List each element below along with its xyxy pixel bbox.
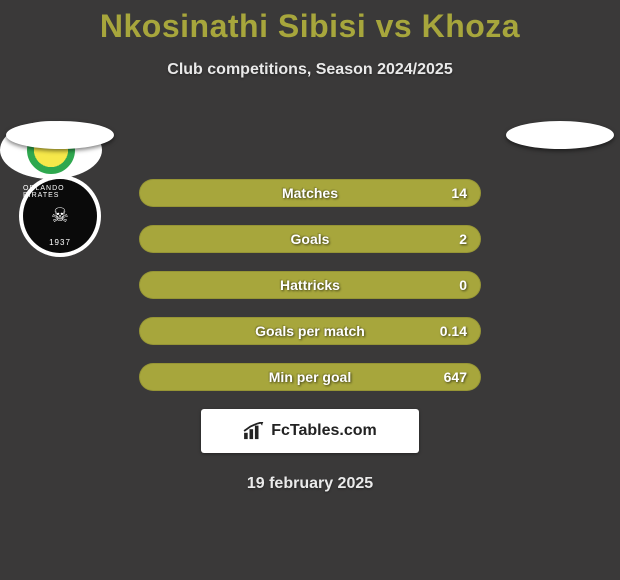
team-oval-right	[506, 121, 614, 149]
stats-rows: Matches 14 Goals 2 Hattricks 0 Goals per…	[139, 179, 481, 391]
crest-top-text: ORLANDO PIRATES	[23, 185, 97, 199]
stat-label: Matches	[282, 185, 338, 201]
stat-row-goals: Goals 2	[139, 225, 481, 253]
subtitle: Club competitions, Season 2024/2025	[0, 61, 620, 79]
bar-chart-icon	[243, 422, 265, 440]
stat-row-goals-per-match: Goals per match 0.14	[139, 317, 481, 345]
page-title: Nkosinathi Sibisi vs Khoza	[0, 0, 620, 45]
stat-value: 0	[459, 277, 467, 293]
stat-label: Min per goal	[269, 369, 351, 385]
orlando-pirates-crest: ORLANDO PIRATES ☠ 1937	[23, 179, 97, 253]
stat-value: 2	[459, 231, 467, 247]
stat-label: Goals	[291, 231, 330, 247]
stat-row-min-per-goal: Min per goal 647	[139, 363, 481, 391]
stat-value: 0.14	[440, 323, 467, 339]
stat-row-matches: Matches 14	[139, 179, 481, 207]
stat-value: 647	[444, 369, 467, 385]
skull-crossbones-icon: ☠	[51, 206, 69, 226]
team-badge-left: ORLANDO PIRATES ☠ 1937	[19, 175, 101, 257]
stat-row-hattricks: Hattricks 0	[139, 271, 481, 299]
comparison-content: ORLANDO PIRATES ☠ 1937 Matches 14 Goals …	[0, 121, 620, 493]
crest-year: 1937	[49, 239, 71, 247]
brand-box[interactable]: FcTables.com	[201, 409, 419, 453]
brand-label: FcTables.com	[271, 422, 377, 440]
team-oval-left	[6, 121, 114, 149]
date-label: 19 february 2025	[0, 475, 620, 493]
stat-label: Goals per match	[255, 323, 365, 339]
stat-label: Hattricks	[280, 277, 340, 293]
stat-value: 14	[451, 185, 467, 201]
